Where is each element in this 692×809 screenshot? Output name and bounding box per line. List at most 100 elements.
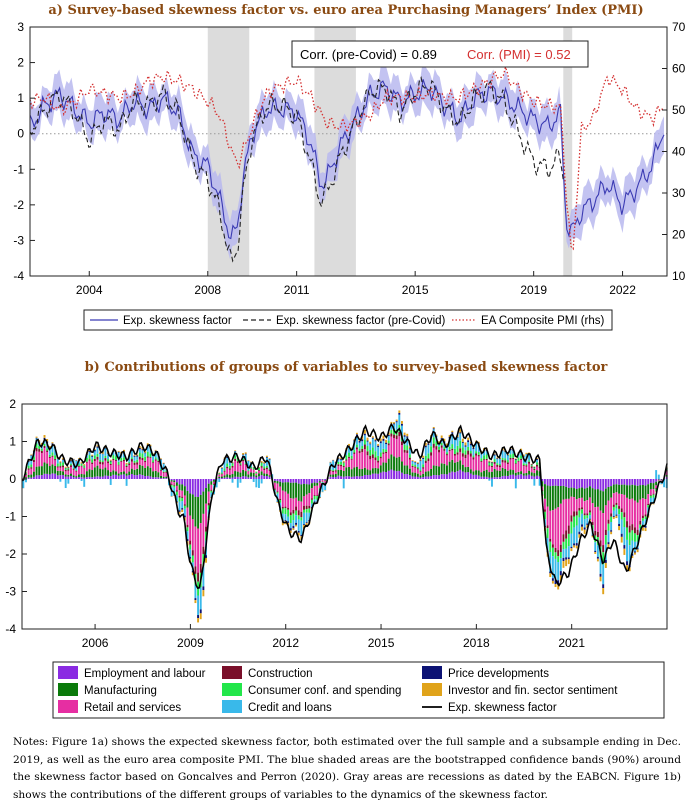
bar-stack-106 <box>303 479 305 529</box>
bar-segment <box>618 523 621 527</box>
bar-segment <box>533 473 536 477</box>
bar-segment <box>242 469 245 477</box>
bar-segment <box>393 456 395 471</box>
bar-segment <box>138 452 141 457</box>
bar-segment <box>250 468 252 473</box>
bar-stack-104 <box>297 479 300 536</box>
bar-segment <box>305 512 308 523</box>
b-y-tick-label-4: -2 <box>5 547 16 561</box>
bar-segment <box>430 452 433 456</box>
bar-segment <box>607 542 610 545</box>
bar-segment <box>657 480 660 481</box>
bar-segment <box>488 472 491 478</box>
bar-segment <box>59 462 62 467</box>
bar-segment <box>231 474 234 478</box>
bar-segment <box>231 462 234 463</box>
bar-segment <box>88 459 91 461</box>
bar-segment <box>456 436 459 438</box>
bar-segment <box>469 443 472 446</box>
bar-segment <box>276 491 279 493</box>
bar-segment <box>382 452 385 454</box>
bar-segment <box>549 551 552 572</box>
bar-segment <box>48 448 51 455</box>
b-x-tick-label-1: 2009 <box>177 636 204 650</box>
bar-stack-203 <box>559 479 562 582</box>
bar-segment <box>443 474 446 479</box>
bar-segment <box>612 504 615 507</box>
bar-segment <box>202 491 205 514</box>
bar-segment <box>51 452 54 456</box>
bar-segment <box>337 461 340 465</box>
bar-segment <box>162 471 165 473</box>
bar-segment <box>276 481 279 484</box>
bar-segment <box>189 479 192 494</box>
bar-segment <box>501 459 504 463</box>
bar-segment <box>573 527 576 544</box>
bar-segment <box>62 462 64 466</box>
bar-stack-120 <box>340 457 343 479</box>
bar-stack-191 <box>528 452 531 479</box>
bar-segment <box>202 479 205 492</box>
bar-segment <box>530 472 533 476</box>
bar-segment <box>440 463 443 475</box>
bar-segment <box>438 443 440 447</box>
bar-segment <box>112 455 115 459</box>
bar-segment <box>175 479 178 483</box>
bar-stack-142 <box>398 410 401 479</box>
bar-segment <box>51 456 54 465</box>
bar-segment <box>581 487 583 498</box>
bar-segment <box>477 456 480 471</box>
bar-segment <box>30 468 33 475</box>
bar-segment <box>451 450 454 460</box>
bar-segment <box>112 452 115 456</box>
bar-segment <box>141 446 144 450</box>
bar-segment <box>228 474 231 478</box>
bar-segment <box>641 479 644 485</box>
bar-segment <box>337 459 340 462</box>
bar-segment <box>596 545 599 557</box>
bar-segment <box>83 474 86 478</box>
bar-segment <box>469 456 472 470</box>
bar-segment <box>70 460 72 462</box>
bar-segment <box>657 479 660 481</box>
bar-segment <box>361 448 364 453</box>
bar-segment <box>589 510 591 513</box>
bar-segment <box>575 545 578 549</box>
bar-segment <box>504 458 507 461</box>
bar-segment <box>567 498 570 526</box>
bar-segment <box>589 519 591 522</box>
bar-segment <box>96 446 99 448</box>
bar-segment <box>647 479 650 485</box>
bar-segment <box>596 479 599 490</box>
bar-stack-68 <box>202 479 205 597</box>
bar-segment <box>363 449 366 468</box>
bar-segment <box>75 470 78 471</box>
bar-segment <box>631 530 634 541</box>
legend-b-label-2: Price developments <box>448 668 549 680</box>
bar-segment <box>353 467 356 477</box>
bar-segment <box>416 476 419 479</box>
bar-segment <box>136 456 139 460</box>
bar-segment <box>631 540 634 554</box>
bar-segment <box>477 475 480 479</box>
bar-segment <box>551 479 554 486</box>
bar-segment <box>411 465 414 467</box>
bar-segment <box>496 470 499 478</box>
bar-segment <box>517 461 520 472</box>
bar-segment <box>430 437 433 447</box>
bar-segment <box>363 429 366 434</box>
bar-segment <box>604 562 607 568</box>
bar-segment <box>655 488 658 491</box>
bar-segment <box>567 557 570 560</box>
bar-segment <box>551 485 554 511</box>
bar-segment <box>464 467 467 473</box>
bar-segment <box>178 501 181 511</box>
bar-segment <box>160 469 162 471</box>
bar-segment <box>403 435 406 437</box>
bar-segment <box>509 459 512 470</box>
bar-segment <box>551 544 554 548</box>
bar-segment <box>72 467 75 469</box>
bar-segment <box>398 412 401 415</box>
bar-segment <box>64 468 67 471</box>
bar-segment <box>258 476 260 479</box>
